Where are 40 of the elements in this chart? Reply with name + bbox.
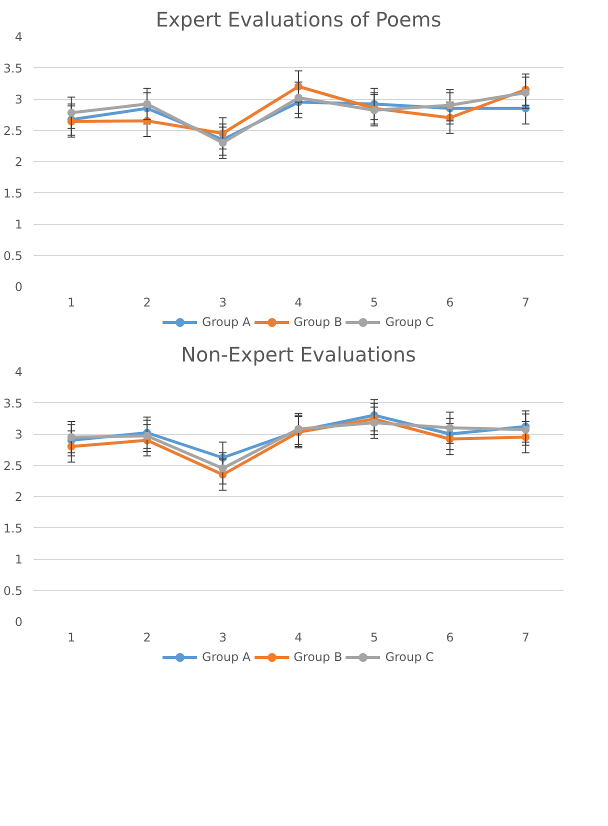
y-tick-label: 2 <box>14 490 23 504</box>
y-tick-label: 4 <box>14 365 23 379</box>
x-tick-label: 1 <box>68 630 76 644</box>
y-tick-label: 2.5 <box>3 124 23 138</box>
x-tick-label: 7 <box>522 630 530 644</box>
x-tick-label: 2 <box>143 296 151 310</box>
x-tick-label: 4 <box>294 630 302 644</box>
legend-label: Group C <box>385 315 434 329</box>
legend-label: Group B <box>294 650 342 664</box>
x-tick-label: 4 <box>294 296 302 310</box>
y-tick-label: 3.5 <box>3 396 23 410</box>
x-tick-label: 6 <box>446 296 454 310</box>
x-tick-label: 5 <box>370 296 378 310</box>
legend-label: Group C <box>385 650 434 664</box>
y-tick-label: 0.5 <box>3 248 23 263</box>
legend-label: Group B <box>294 315 342 329</box>
y-tick-label: 1.5 <box>3 521 23 536</box>
y-tick-label: 0.5 <box>3 584 23 598</box>
y-tick-label: 0 <box>14 280 23 294</box>
x-tick-label: 7 <box>522 296 530 310</box>
y-tick-label: 3.5 <box>3 61 23 76</box>
x-tick-label: 3 <box>218 296 227 310</box>
legend-label: Group A <box>202 650 251 664</box>
x-tick-label: 3 <box>218 630 227 644</box>
x-tick-label: 2 <box>143 630 151 644</box>
x-tick-label: 5 <box>370 630 378 644</box>
x-tick-label: 1 <box>68 296 76 310</box>
y-tick-label: 0 <box>14 615 23 629</box>
y-tick-label: 2.5 <box>3 458 23 473</box>
y-tick-label: 3 <box>14 92 23 106</box>
chart-title: Expert Evaluations of Poems <box>156 8 442 32</box>
chart-title: Non-Expert Evaluations <box>181 342 416 366</box>
y-tick-label: 1.5 <box>3 186 23 200</box>
y-tick-label: 3 <box>14 428 23 442</box>
y-tick-label: 1 <box>14 218 23 232</box>
y-tick-label: 2 <box>14 155 23 169</box>
y-tick-label: 4 <box>14 30 23 44</box>
x-tick-label: 6 <box>446 630 454 644</box>
y-tick-label: 1 <box>14 552 23 566</box>
legend-label: Group A <box>202 315 251 329</box>
